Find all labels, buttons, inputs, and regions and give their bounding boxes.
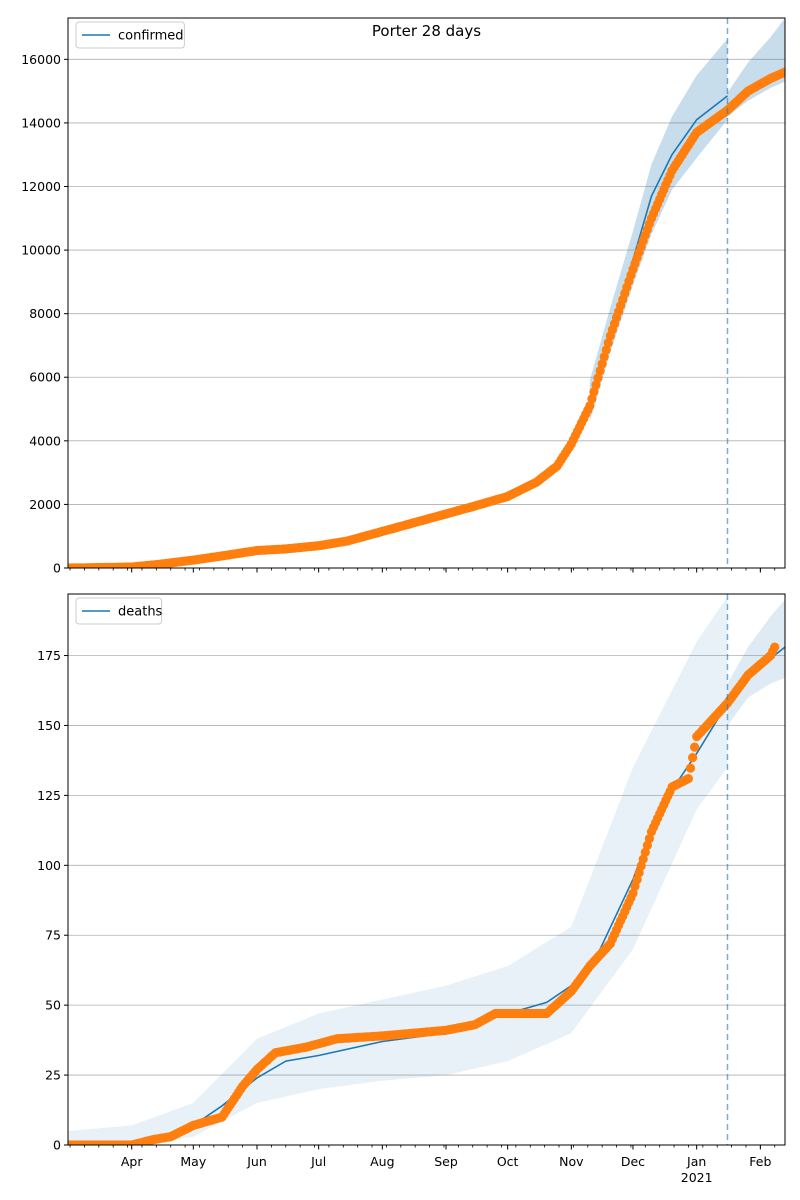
legend-label: confirmed <box>118 29 184 44</box>
observed-point <box>690 742 700 752</box>
y-tick-label: 14000 <box>21 115 61 130</box>
observed-point <box>587 394 597 404</box>
legend-box <box>75 21 185 49</box>
y-tick-label: 4000 <box>29 433 61 448</box>
observed-point <box>599 352 609 362</box>
observed-point <box>585 401 595 411</box>
observed-point <box>780 67 785 77</box>
x-tick-label: Dec <box>621 1154 645 1169</box>
legend: deaths <box>75 597 163 625</box>
x-tick-label: Jul <box>310 1154 326 1169</box>
y-tick-label: 2000 <box>29 497 61 512</box>
y-tick-label: 25 <box>45 1068 61 1083</box>
y-tick-label: 8000 <box>29 306 61 321</box>
y-tick-label: 0 <box>53 561 61 576</box>
observed-point <box>593 373 603 383</box>
axes-frame <box>67 593 786 1146</box>
observed-point <box>597 359 607 369</box>
y-tick-label: 50 <box>45 998 61 1013</box>
plot-area <box>68 18 785 568</box>
x-tick-label: Feb <box>749 1154 771 1169</box>
uncertainty-band <box>68 596 728 1145</box>
observed-point <box>644 834 655 844</box>
legend: confirmed <box>75 21 185 49</box>
legend-box <box>75 597 163 625</box>
axes-frame <box>67 17 786 569</box>
legend-label: deaths <box>118 605 163 620</box>
series-line-deaths <box>68 646 785 1145</box>
observed-point <box>685 763 696 773</box>
y-tick-label: 125 <box>37 788 61 803</box>
y-tick-label: 0 <box>53 1138 61 1153</box>
plot-area <box>68 594 785 1145</box>
y-tick-label: 75 <box>45 928 61 943</box>
x-tick-label: Jun <box>246 1154 267 1169</box>
observed-point <box>683 774 694 784</box>
observed-point <box>595 366 605 376</box>
series-line-confirmed <box>68 95 728 568</box>
chart-title: Porter 28 days <box>372 22 481 40</box>
uncertainty-band <box>589 38 728 422</box>
observed-point <box>603 338 613 348</box>
y-tick-label: 6000 <box>29 370 61 385</box>
y-tick-label: 16000 <box>21 52 61 67</box>
observed-point <box>640 847 650 857</box>
y-tick-label: 10000 <box>21 243 61 258</box>
x-tick-label: Apr <box>121 1154 143 1169</box>
y-tick-label: 150 <box>37 718 61 733</box>
y-tick-label: 175 <box>37 648 61 663</box>
panel-2: 0 25 50 75 100 125 150 175 deaths Apr May Jun Jul Aug… <box>37 593 786 1185</box>
x-tick-label: Nov <box>559 1154 584 1169</box>
observed-point <box>688 753 698 763</box>
x-tick-label: May <box>180 1154 206 1169</box>
observed-point <box>634 868 644 878</box>
x-tick-label: Jan <box>686 1154 706 1169</box>
x-tick-label: Oct <box>497 1154 519 1169</box>
y-tick-label: 100 <box>37 858 61 873</box>
x-tick-label: Aug <box>370 1154 394 1169</box>
panel-1: 0 2000 4000 6000 8000 10000 12000 14000 16000 con… <box>21 17 786 576</box>
observed-point <box>628 888 638 898</box>
observed-point <box>589 387 599 397</box>
x-tick-label: Sep <box>434 1154 458 1169</box>
observed-point <box>601 345 611 355</box>
y-tick-label: 12000 <box>21 179 61 194</box>
observed-point <box>770 642 780 652</box>
observed-point <box>591 380 601 390</box>
x-year-label: 2021 <box>681 1170 713 1185</box>
